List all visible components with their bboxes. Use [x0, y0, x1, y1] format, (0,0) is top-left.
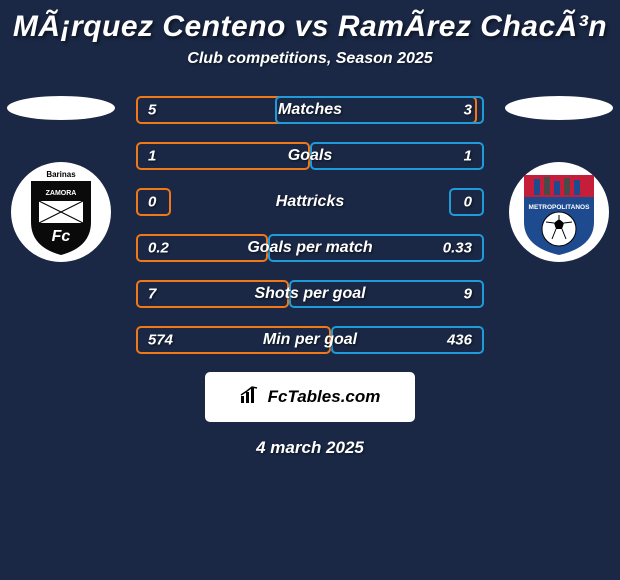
stat-row: 7 9 Shots per goal: [136, 280, 484, 308]
svg-text:ZAMORA: ZAMORA: [46, 190, 77, 197]
stat-row: 0 0 Hattricks: [136, 188, 484, 216]
stat-value-left: 5: [148, 102, 156, 119]
stat-value-left: 0: [148, 194, 156, 211]
stat-bar-right: [310, 142, 484, 170]
site-attribution: FcTables.com: [205, 372, 415, 422]
site-name: FcTables.com: [268, 387, 381, 407]
stat-value-right: 0: [464, 194, 472, 211]
svg-text:Barinas: Barinas: [46, 170, 76, 179]
stat-label: Matches: [278, 101, 342, 119]
stat-row: 1 1 Goals: [136, 142, 484, 170]
left-team-crest: Barinas ZAMORA Fc: [11, 162, 111, 262]
stat-value-right: 1: [464, 148, 472, 165]
stat-value-right: 0.33: [443, 240, 472, 257]
stat-label: Goals per match: [247, 239, 372, 257]
stat-value-right: 3: [464, 102, 472, 119]
stats-list: 5 3 Matches 1 1 Goals 0 0 Hattricks 0.2 0.33 Goals …: [136, 96, 484, 354]
right-player-oval: [505, 96, 613, 120]
left-player-oval: [7, 96, 115, 120]
stat-row: 574 436 Min per goal: [136, 326, 484, 354]
stat-bar-left: [136, 142, 310, 170]
stat-row: 5 3 Matches: [136, 96, 484, 124]
comparison-date: 4 march 2025: [0, 438, 620, 458]
right-team-crest: METROPOLITANOS: [509, 162, 609, 262]
comparison-title: MÃ¡rquez Centeno vs RamÃ­rez ChacÃ³n: [0, 0, 620, 50]
chart-icon: [240, 386, 262, 409]
stat-value-right: 436: [447, 332, 472, 349]
svg-text:Fc: Fc: [52, 228, 71, 245]
zamora-crest-icon: Barinas ZAMORA Fc: [21, 167, 101, 257]
stat-value-left: 1: [148, 148, 156, 165]
stat-label: Goals: [288, 147, 332, 165]
right-player-side: METROPOLITANOS: [504, 96, 614, 262]
stat-label: Hattricks: [276, 193, 344, 211]
stat-label: Min per goal: [263, 331, 357, 349]
comparison-subtitle: Club competitions, Season 2025: [0, 50, 620, 68]
metropolitanos-crest-icon: METROPOLITANOS: [514, 167, 604, 257]
stat-value-left: 7: [148, 286, 156, 303]
stat-row: 0.2 0.33 Goals per match: [136, 234, 484, 262]
stat-label: Shots per goal: [254, 285, 365, 303]
svg-text:METROPOLITANOS: METROPOLITANOS: [529, 204, 591, 211]
stat-value-left: 574: [148, 332, 173, 349]
stat-value-right: 9: [464, 286, 472, 303]
stat-value-left: 0.2: [148, 240, 169, 257]
left-player-side: Barinas ZAMORA Fc: [6, 96, 116, 262]
